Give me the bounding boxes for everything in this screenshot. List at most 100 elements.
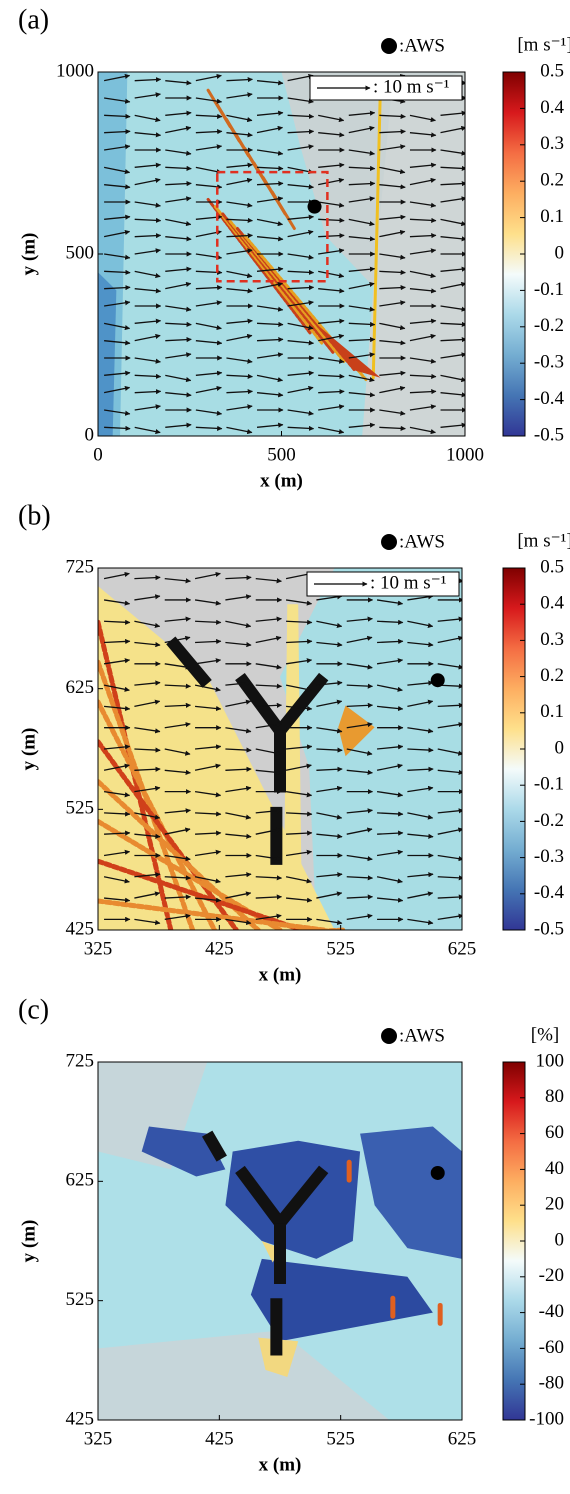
wind-vector — [103, 166, 131, 175]
wind-vector — [348, 196, 376, 203]
wind-vector — [348, 321, 376, 327]
y-axis-label: y (m) — [18, 728, 39, 771]
wind-vector — [103, 684, 130, 692]
colorbar-tick-label: -0.3 — [534, 352, 564, 373]
wind-vector — [226, 389, 253, 395]
wind-vector — [134, 217, 162, 223]
wind-vector — [165, 392, 192, 398]
wind-vector — [440, 321, 465, 327]
wind-vector — [225, 594, 252, 601]
x-tick-label: 500 — [267, 444, 296, 465]
wind-vector — [377, 897, 404, 903]
wind-vector — [376, 790, 404, 798]
wind-vector — [407, 727, 434, 734]
wind-vector — [407, 699, 434, 708]
wind-vector — [195, 285, 223, 291]
wind-vector — [316, 891, 343, 899]
wind-vector — [195, 300, 223, 307]
colorbar-tick-label: 80 — [545, 1086, 564, 1107]
wind-vector — [346, 894, 374, 900]
wind-vector — [318, 217, 345, 223]
inset-box — [216, 170, 329, 283]
wind-vector — [255, 748, 282, 756]
wind-vector — [287, 340, 315, 346]
wind-vector — [226, 288, 253, 294]
x-axis-label: x (m) — [259, 1454, 302, 1475]
wind-vector — [226, 333, 253, 342]
wind-vector — [194, 571, 221, 580]
colorbar-tick-label: 0.1 — [540, 206, 564, 227]
wind-vector — [103, 763, 130, 771]
wind-vector — [437, 854, 462, 862]
wind-vector — [348, 149, 376, 156]
wind-vector — [409, 217, 437, 223]
wind-vector — [134, 426, 161, 435]
wind-vector — [437, 827, 462, 835]
wind-vector — [379, 253, 406, 260]
field-patch — [258, 1337, 299, 1378]
wind-vector — [316, 833, 343, 839]
colorbar-tick-label: 0.2 — [540, 170, 564, 191]
wind-vector — [440, 337, 465, 343]
wind-vector — [134, 891, 161, 899]
colorbar-tick-label: 0 — [555, 242, 565, 263]
wind-vector — [379, 300, 406, 307]
field-patch — [98, 1330, 390, 1420]
wind-vector — [195, 830, 222, 836]
wind-vector — [440, 236, 465, 242]
colorbar-tick-label: 0 — [555, 737, 565, 758]
wind-vector — [225, 699, 252, 708]
wind-vector — [346, 635, 373, 644]
wind-vector — [103, 571, 130, 580]
colorbar-tick-label: 0.4 — [540, 97, 564, 118]
wind-vector — [316, 727, 343, 734]
wind-vector — [287, 129, 315, 135]
wind-vector — [440, 196, 465, 203]
wind-vector — [195, 619, 222, 625]
field-streak — [98, 858, 305, 930]
wind-vector — [437, 635, 462, 644]
wind-vector — [409, 201, 437, 208]
wind-vector — [134, 162, 162, 168]
field-patch — [98, 1062, 208, 1170]
field — [98, 72, 465, 436]
wind-vector — [316, 766, 343, 772]
wind-vector — [256, 266, 284, 272]
wind-vector — [225, 785, 252, 793]
wind-vector — [195, 370, 223, 376]
field-patch — [360, 1126, 462, 1259]
wind-vector — [440, 125, 465, 134]
wind-vector — [346, 616, 373, 622]
wind-vector — [164, 663, 191, 670]
wind-vector — [346, 808, 373, 814]
wind-vector — [165, 352, 192, 359]
wind-vector — [103, 229, 131, 238]
wind-vector — [437, 702, 462, 708]
wind-vector — [134, 620, 161, 628]
wind-vector — [164, 808, 191, 814]
wind-vector — [226, 162, 253, 168]
colorbar-tick-label: -0.5 — [534, 918, 564, 939]
wind-vector — [104, 425, 131, 431]
colorbar-tick-label: 40 — [545, 1158, 564, 1179]
colorbar-tick-label: -0.5 — [534, 424, 564, 445]
wind-vector — [134, 177, 161, 186]
wind-vector — [164, 748, 191, 756]
wind-vector — [318, 201, 345, 208]
wind-vector — [225, 918, 252, 926]
colorbar-label: [%] — [531, 1024, 559, 1045]
wind-vector — [440, 181, 465, 187]
wind-vector — [407, 812, 434, 820]
wind-vector — [195, 897, 222, 903]
wind-vector — [316, 747, 343, 753]
wind-vector — [255, 616, 282, 622]
wind-vector — [255, 894, 283, 900]
wind-vector — [348, 110, 376, 116]
wind-vector — [257, 181, 284, 187]
wind-vector — [165, 281, 192, 290]
wind-vector — [285, 876, 312, 884]
wind-vector — [256, 236, 284, 242]
wind-vector — [316, 812, 343, 820]
wind-vector — [255, 913, 282, 920]
wind-vector — [104, 113, 131, 119]
